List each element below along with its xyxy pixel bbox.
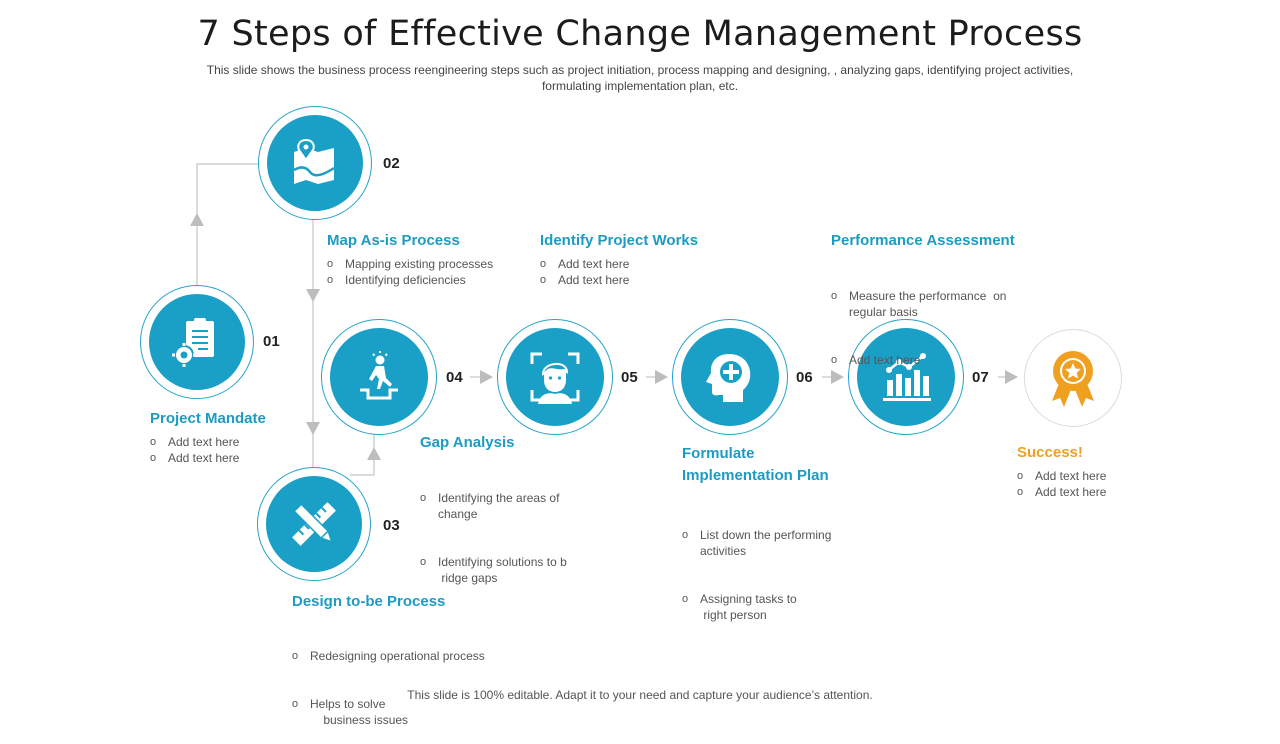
list-item: Identifying deficiencies [327,272,493,288]
list-item: Add text here [1017,484,1106,500]
step-03-bullets: Redesigning operational process Helps to… [292,616,485,744]
arrow-up-icon [190,213,204,226]
step-03-heading: Design to-be Process [292,593,446,610]
list-item: Measure the performance on regular basis [831,288,1006,320]
step-02-bullets: Mapping existing processes Identifying d… [327,256,493,288]
arrow-right-icon [1005,370,1018,384]
list-item: List down the performing activities [682,527,831,559]
list-item: Mapping existing processes [327,256,493,272]
connector-lines [190,163,1018,476]
pencil-ruler-icon [292,502,336,546]
step-05-number: 05 [621,369,638,386]
list-item: Identifying solutions to b ridge gaps [420,554,567,586]
clipboard-gear-icon [172,318,214,367]
list-item: Identifying the areas of change [420,490,567,522]
page-title: 7 Steps of Effective Change Management P… [197,14,1083,54]
step-01-bullets: Add text here Add text here [150,434,239,466]
connector-01-to-02 [196,163,262,285]
step-04-number: 04 [446,369,463,386]
step-06-bullets: List down the performing activities Assi… [682,495,831,639]
step-06-circle [672,319,788,435]
map-pin-icon [293,138,335,184]
step-06-number: 06 [796,369,813,386]
step-02-number: 02 [383,155,400,172]
step-05-heading: Identify Project Works [540,232,699,249]
step-07-heading: Performance Assessment [831,232,1015,249]
list-item: Add text here [540,256,629,272]
step-05-bullets: Add text here Add text here [540,256,629,288]
page-subtitle: This slide shows the business process re… [206,63,1074,93]
list-item: Add text here [540,272,629,288]
list-item: Add text here [150,450,239,466]
footer-note: This slide is 100% editable. Adapt it to… [407,688,873,702]
step-04-circle [321,319,437,435]
arrow-right-icon [480,370,493,384]
step-02-circle [258,106,372,220]
arrow-up-icon [367,447,381,460]
face-scan-icon [530,352,580,404]
step-07-number: 07 [972,369,989,386]
list-item: Add text here [1017,468,1106,484]
success-bullets: Add text here Add text here [1017,468,1106,500]
step-04-heading: Gap Analysis [420,434,515,451]
step-03-circle [257,467,371,581]
step-02-heading: Map As-is Process [327,232,460,249]
list-item: Assigning tasks to right person [682,591,831,623]
step-01-circle [140,285,254,399]
step-06-heading: Formulate Implementation Plan [682,445,829,484]
step-05-circle [497,319,613,435]
step-04-bullets: Identifying the areas of change Identify… [420,458,567,602]
head-plus-icon [706,354,751,402]
list-item: Redesigning operational process [292,648,485,664]
arrow-down-icon [306,422,320,435]
award-ribbon-icon [1052,351,1094,407]
person-climbing-icon [360,351,398,400]
success-heading: Success! [1017,444,1083,461]
step-07-circle [848,319,964,435]
arrow-right-icon [831,370,844,384]
list-item: Add text here [150,434,239,450]
step-03-number: 03 [383,517,400,534]
step-01-number: 01 [263,333,280,350]
step-07-bullets: Measure the performance on regular basis… [831,256,1006,384]
success-circle [1024,329,1122,427]
arrow-right-icon [655,370,668,384]
list-item: Add text here [831,352,1006,368]
arrow-down-icon [306,289,320,302]
step-01-heading: Project Mandate [150,410,266,427]
